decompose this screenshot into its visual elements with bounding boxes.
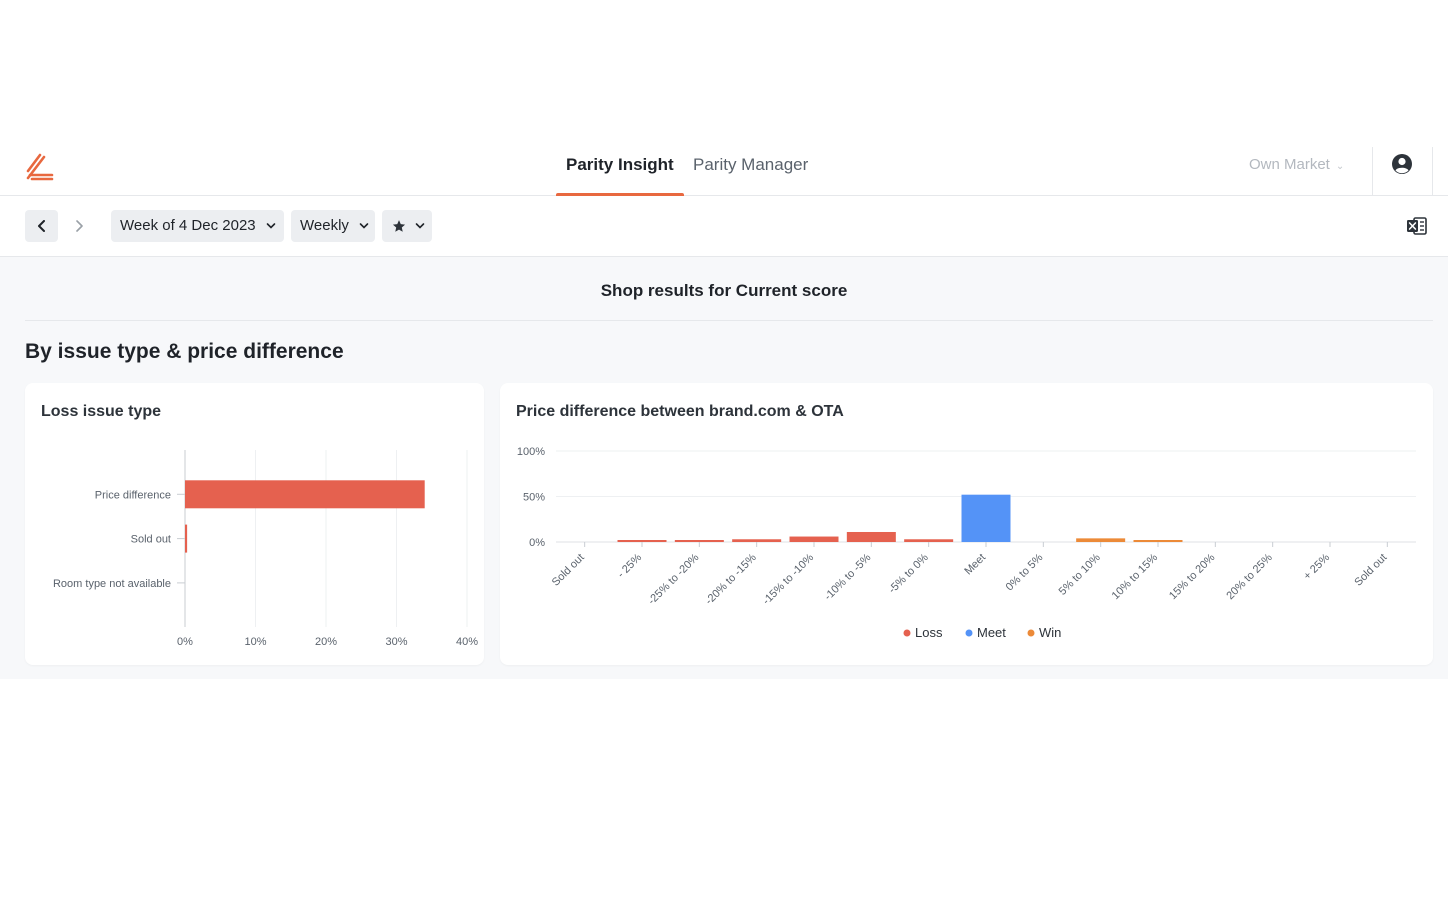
y-tick-label: Room type not available <box>53 578 171 590</box>
chevron-down-icon <box>266 223 276 229</box>
loss-issue-chart: 0% 10% 20% 30% 40% Price difference Sold out Ro… <box>53 450 478 648</box>
divider <box>1372 147 1373 196</box>
x-tick-label: -5% to 0% <box>886 551 931 596</box>
bar <box>185 524 188 553</box>
period-select-label: Weekly <box>300 217 349 235</box>
chevron-down-icon <box>359 223 369 229</box>
x-tick-label: 10% <box>244 636 266 648</box>
chevron-left-icon <box>37 220 45 233</box>
market-select[interactable]: Own Market ⌄ <box>1249 135 1344 197</box>
tab-parity-manager[interactable]: Parity Manager <box>693 155 809 174</box>
chart-title: Price difference between brand.com & OTA <box>516 403 844 420</box>
bar-win <box>1076 538 1126 542</box>
chevron-down-icon <box>415 223 425 229</box>
y-tick-label: 0% <box>529 537 545 549</box>
bar-meet <box>961 494 1011 542</box>
legend-marker <box>1027 629 1035 637</box>
bar-loss <box>732 539 782 542</box>
legend-marker <box>965 629 973 637</box>
bar <box>185 480 425 509</box>
x-tick-label: + 25% <box>1301 551 1332 582</box>
x-tick-label: Sold out <box>1352 552 1389 589</box>
bar-win <box>1133 540 1183 542</box>
chart-title: Loss issue type <box>41 403 162 420</box>
week-select-label: Week of 4 Dec 2023 <box>120 217 256 235</box>
chevron-right-icon <box>75 220 83 232</box>
market-select-label: Own Market <box>1249 156 1330 173</box>
bar-loss <box>674 540 724 542</box>
x-tick-label: 20% to 25% <box>1224 551 1275 602</box>
divider <box>1432 147 1433 196</box>
price-difference-card: Price difference between brand.com & OTA… <box>500 383 1433 665</box>
x-tick-label: -15% to -10% <box>761 551 817 607</box>
results-title: Shop results for Current score <box>600 281 848 300</box>
star-icon <box>392 220 406 232</box>
price-difference-chart: 0% 50% 100% Sold out - 25% -25% to -20% -20% t… <box>517 446 1416 640</box>
x-tick-label: 40% <box>456 636 478 648</box>
bar-loss <box>789 536 839 542</box>
x-tick-label: Meet <box>962 552 988 578</box>
main-content: Shop results for Current score By issue … <box>0 257 1448 679</box>
legend-marker <box>903 629 911 637</box>
x-tick-label: - 25% <box>615 551 644 580</box>
section-title: By issue type & price difference <box>25 340 344 363</box>
x-tick-label: -10% to -5% <box>822 551 873 602</box>
x-tick-label: 0% <box>177 636 193 648</box>
user-circle-icon[interactable] <box>1391 153 1413 175</box>
legend-label: Meet <box>977 625 1006 640</box>
x-tick-label: -20% to -15% <box>703 551 759 607</box>
x-tick-label: 15% to 20% <box>1167 551 1218 602</box>
bar-loss <box>617 540 667 542</box>
x-tick-label: 20% <box>315 636 337 648</box>
x-tick-label: 30% <box>385 636 407 648</box>
x-tick-label: Sold out <box>550 552 587 589</box>
filter-toolbar: Week of 4 Dec 2023 Weekly <box>0 196 1448 257</box>
period-select[interactable]: Weekly <box>291 210 375 242</box>
week-select[interactable]: Week of 4 Dec 2023 <box>111 210 284 242</box>
bar-loss <box>846 531 896 542</box>
x-tick-label: 10% to 15% <box>1110 551 1161 602</box>
divider <box>25 320 1433 321</box>
brand-logo-icon[interactable] <box>24 149 56 181</box>
y-tick-label: 100% <box>517 446 545 458</box>
x-tick-label: -25% to -20% <box>646 551 702 607</box>
favorites-select[interactable] <box>382 210 432 242</box>
bar-loss <box>904 539 954 542</box>
y-tick-label: Price difference <box>95 489 171 501</box>
top-navigation-bar: Parity Insight Parity Manager Own Market… <box>0 135 1448 197</box>
next-week-button[interactable] <box>62 210 95 242</box>
previous-week-button[interactable] <box>25 210 58 242</box>
y-tick-label: Sold out <box>131 534 171 546</box>
loss-issue-card: Loss issue type 0% 10% 20% 30% 40% Price diff… <box>25 383 484 665</box>
chevron-down-icon: ⌄ <box>1335 161 1345 172</box>
legend-label: Win <box>1039 625 1061 640</box>
y-tick-label: 50% <box>523 492 545 504</box>
legend-label: Loss <box>915 625 943 640</box>
x-tick-label: 0% to 5% <box>1004 551 1046 593</box>
excel-export-icon[interactable] <box>1406 216 1428 236</box>
x-tick-label: 5% to 10% <box>1057 551 1103 597</box>
tab-parity-insight[interactable]: Parity Insight <box>556 135 684 197</box>
